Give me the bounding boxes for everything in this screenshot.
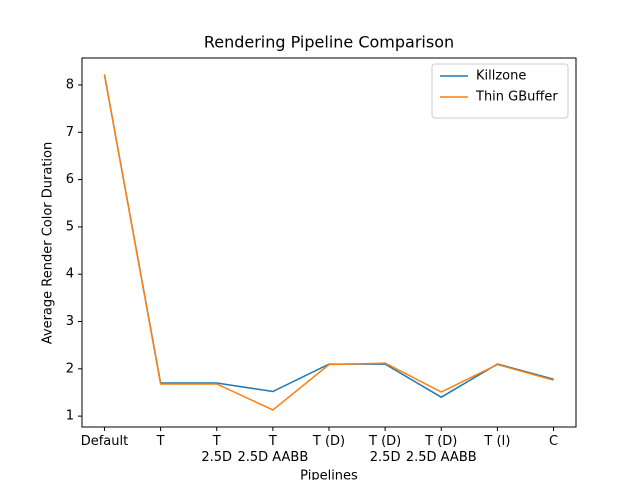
x-tick-label: T (D) 2.5D (369, 434, 402, 465)
x-tick-label: T 2.5D AABB (237, 434, 309, 465)
x-tick-label: C (548, 434, 559, 449)
y-axis-label: Average Render Color Duration (41, 142, 56, 344)
x-tick-label: T (156, 434, 165, 449)
y-tick-label: 8 (66, 77, 74, 92)
x-tick-label: T (I) (484, 434, 511, 449)
legend-label: Thin GBuffer (475, 90, 558, 105)
x-tick-label: Default (80, 434, 129, 449)
y-tick-label: 4 (66, 267, 74, 282)
series-line (103, 74, 554, 411)
y-tick-label: 7 (66, 125, 74, 140)
x-tick-label: T (D) (312, 434, 346, 449)
y-tick-label: 6 (66, 172, 74, 187)
series-line (103, 74, 554, 399)
chart-title: Rendering Pipeline Comparison (204, 33, 454, 52)
legend-label: Killzone (476, 69, 526, 84)
x-tick-label: T 2.5D (201, 434, 233, 465)
x-axis-label: Pipelines (300, 469, 358, 480)
y-tick-label: 2 (66, 361, 74, 376)
x-tick-label: T (D) 2.5D AABB (405, 434, 477, 465)
y-tick-label: 3 (66, 314, 74, 329)
legend-box (431, 63, 569, 119)
y-tick-label: 1 (66, 409, 74, 424)
y-tick-label: 5 (66, 219, 74, 234)
